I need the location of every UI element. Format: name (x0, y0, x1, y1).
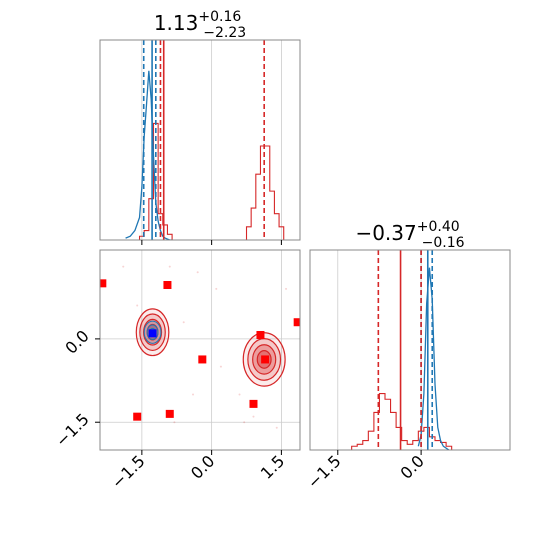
sample-point (252, 415, 255, 418)
title-value: 1.13 (154, 11, 199, 35)
red-histogram (351, 393, 453, 450)
sample-point (219, 365, 222, 368)
title-lower-error: −0.16 (422, 235, 465, 251)
sample-point (136, 304, 139, 307)
title-upper-error: +0.40 (417, 219, 460, 235)
sample-point (168, 265, 171, 268)
title-upper-error: +0.16 (198, 9, 241, 25)
title-value: −0.37 (355, 221, 416, 245)
sample-point (196, 271, 199, 274)
panel-frame (99, 39, 301, 241)
title-lower-error: −2.23 (203, 25, 246, 41)
series-d1 (351, 250, 453, 450)
grid-d1 (337, 250, 422, 450)
red-marker (100, 279, 107, 288)
panel-title-param-1: 1.13+0.16 −2.23 (154, 9, 246, 41)
sample-point (285, 287, 288, 290)
panel-frame (99, 249, 301, 451)
red-marker (133, 412, 142, 421)
red-histogram (138, 122, 285, 240)
red-marker (163, 281, 172, 289)
red-marker (261, 355, 270, 364)
panel-title-param-2: −0.37+0.40 −0.16 (355, 219, 464, 251)
sample-point (243, 421, 246, 424)
sample-point (275, 426, 278, 429)
x-tick-label: −1.5 (304, 451, 345, 492)
y-tick-label: 0.0 (61, 326, 92, 357)
panel-frame (309, 249, 511, 451)
red-marker (293, 318, 300, 327)
blue-histogram (417, 267, 450, 450)
sample-point (182, 321, 185, 324)
blue-marker (148, 329, 157, 338)
x-tick-label: 0.0 (187, 451, 218, 482)
sample-point (122, 265, 125, 268)
scatter-series (100, 265, 300, 429)
sample-point (192, 393, 195, 396)
sample-point (215, 287, 218, 290)
red-marker (165, 409, 174, 418)
red-marker (198, 355, 207, 364)
grid-d0 (141, 40, 282, 240)
x-tick-label: 0.0 (397, 451, 428, 482)
sample-point (238, 393, 241, 396)
series-d0 (125, 40, 285, 240)
red-marker (256, 331, 265, 339)
red-marker (249, 399, 258, 408)
x-tick-label: −1.5 (108, 451, 149, 492)
sample-point (173, 421, 176, 424)
y-tick-label: −1.5 (52, 410, 93, 451)
x-tick-label: 1.5 (257, 451, 288, 482)
